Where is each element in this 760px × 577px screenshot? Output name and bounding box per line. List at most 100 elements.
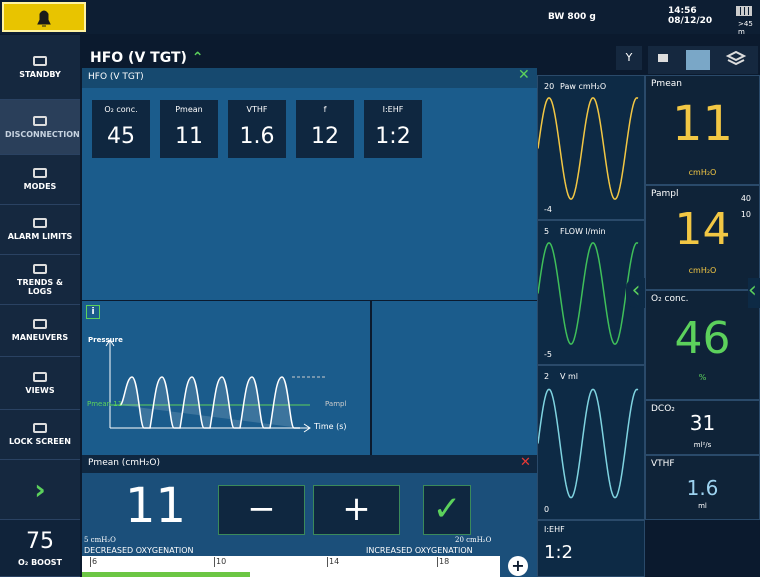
waveform-panel: 2 V ml 0 xyxy=(537,365,645,520)
slider-track[interactable] xyxy=(82,556,500,577)
wave-bottom: -5 xyxy=(544,350,552,359)
sidebar-label: STANDBY xyxy=(19,69,61,79)
confirm-button[interactable]: ✓ xyxy=(423,485,471,535)
sidebar-icon xyxy=(33,115,47,126)
sidebar-item[interactable]: MODES xyxy=(0,155,80,205)
sidebar-icon xyxy=(33,168,47,178)
adjust-close[interactable]: ✕ xyxy=(520,455,531,470)
clock: 14:56 08/12/20 xyxy=(668,6,712,26)
param-label: I:EHF xyxy=(382,105,404,114)
sidebar-item[interactable]: MANEUVERS xyxy=(0,305,80,357)
y-button[interactable]: Y xyxy=(616,46,642,70)
sidebar-item[interactable]: VIEWS xyxy=(0,357,80,410)
monitor-collapse[interactable]: ‹ xyxy=(748,278,760,308)
dialog-titlebar: HFO (V TGT) xyxy=(82,68,537,88)
slider-tick-label: 6 xyxy=(92,557,98,566)
unit: cmH₂O xyxy=(688,266,717,275)
info-panel-right xyxy=(371,300,537,455)
waveform-trace xyxy=(538,241,639,346)
unit: % xyxy=(698,373,707,382)
o2-boost-label: O₂ BOOST xyxy=(17,558,62,567)
slider-tick-label: 18 xyxy=(439,557,450,566)
low-limit: 10 xyxy=(740,210,751,219)
alarm-button[interactable] xyxy=(2,2,86,32)
param-tile[interactable]: O₂ conc. 45 xyxy=(92,100,150,158)
sidebar-icon xyxy=(33,55,47,66)
trace xyxy=(538,388,639,499)
adjust-value: 11 xyxy=(125,478,187,534)
mode-title: HFO (V TGT) ⌃ xyxy=(90,50,204,66)
param-label: O₂ conc. xyxy=(104,105,138,114)
increased-label: INCREASED OXYGENATION xyxy=(366,546,473,555)
sidebar-item[interactable]: DISCONNECTION xyxy=(0,100,80,155)
pmean-label: Pmean 11 xyxy=(87,400,123,408)
o2-boost[interactable]: 75 O₂ BOOST xyxy=(0,520,80,577)
value: 46 xyxy=(674,313,731,364)
param-tile[interactable]: Pmean 11 xyxy=(160,100,218,158)
plus-button[interactable]: + xyxy=(313,485,400,535)
o2-monitor: O₂ conc. 46% xyxy=(645,290,760,400)
patient-weight: BW 800 g xyxy=(548,12,596,22)
sidebar-icon xyxy=(33,263,47,274)
o2-boost-value: 75 xyxy=(26,529,54,554)
label: Pmean xyxy=(651,79,682,89)
slider-add-button[interactable]: + xyxy=(508,556,528,576)
wave-collapse[interactable]: ‹ xyxy=(626,278,646,308)
param-tile[interactable]: I:EHF 1:2 xyxy=(364,100,422,158)
date: 08/12/20 xyxy=(668,16,713,26)
wave-bottom: -4 xyxy=(544,205,552,214)
sidebar-item[interactable]: TRENDS & LOGS xyxy=(0,255,80,305)
pressure-diagram xyxy=(105,339,327,433)
unit: cmH₂O xyxy=(688,168,717,177)
sidebar-icon xyxy=(33,423,47,433)
param-label: VTHF xyxy=(246,105,268,114)
max-label: 20 cmH₂O xyxy=(455,536,492,544)
info-icon: i xyxy=(86,305,100,319)
param-tile[interactable]: f 12 xyxy=(296,100,354,158)
ie-value: 1:2 xyxy=(544,542,573,563)
trace xyxy=(538,241,639,346)
sidebar-label: ALARM LIMITS xyxy=(7,232,73,241)
wave-top: 5 xyxy=(544,227,550,236)
sidebar-label: VIEWS xyxy=(25,385,55,395)
sidebar-item[interactable]: LOCK SCREEN xyxy=(0,410,80,460)
sidebar-label: LOCK SCREEN xyxy=(9,437,71,446)
slider-fill xyxy=(82,572,250,577)
bell-icon xyxy=(37,10,51,27)
sidebar-label: TRENDS & LOGS xyxy=(17,277,63,296)
sidebar-item[interactable]: ALARM LIMITS xyxy=(0,205,80,255)
sidebar-label: MANEUVERS xyxy=(11,333,69,342)
wave-label: Paw cmH₂O xyxy=(560,82,607,91)
slider-tick xyxy=(327,557,328,567)
time-label: Time (s) xyxy=(314,422,347,431)
sidebar-label: DISCONNECTION xyxy=(5,129,80,139)
param-value: 12 xyxy=(311,124,339,149)
ie-panel: I:EHF 1:2 xyxy=(537,520,645,577)
wave-top: 2 xyxy=(544,372,550,381)
pressure-label: Pressure xyxy=(88,336,123,344)
sidebar-icon xyxy=(33,371,47,382)
battery-time: >45 m xyxy=(738,20,753,36)
pmean-monitor: Pmean 11 cmH₂O xyxy=(645,75,760,185)
trace xyxy=(538,96,639,201)
wave-bottom: 0 xyxy=(544,505,550,514)
unit: ml²/s xyxy=(693,441,712,449)
slider-tick xyxy=(90,557,91,567)
param-tile[interactable]: VTHF 1.6 xyxy=(228,100,286,158)
pampl-label: Pampl xyxy=(325,400,347,408)
param-label: f xyxy=(323,105,327,114)
waveform-trace xyxy=(538,388,639,499)
value: 11 xyxy=(671,96,734,152)
dialog-close[interactable]: ✕ xyxy=(518,67,530,83)
pressure-wave xyxy=(119,376,300,429)
label: VTHF xyxy=(651,459,675,469)
waveform-panel: 20 Paw cmH₂O -4 xyxy=(537,75,645,220)
slider-tick xyxy=(437,557,438,567)
vthf-monitor: VTHF 1.6 ml xyxy=(645,455,760,520)
view-icon-set xyxy=(658,50,747,70)
sidebar-item[interactable]: STANDBY xyxy=(0,35,80,100)
minus-button[interactable]: − xyxy=(218,485,305,535)
sidebar-expand[interactable]: › xyxy=(0,460,80,520)
value: 1.6 xyxy=(686,476,719,500)
